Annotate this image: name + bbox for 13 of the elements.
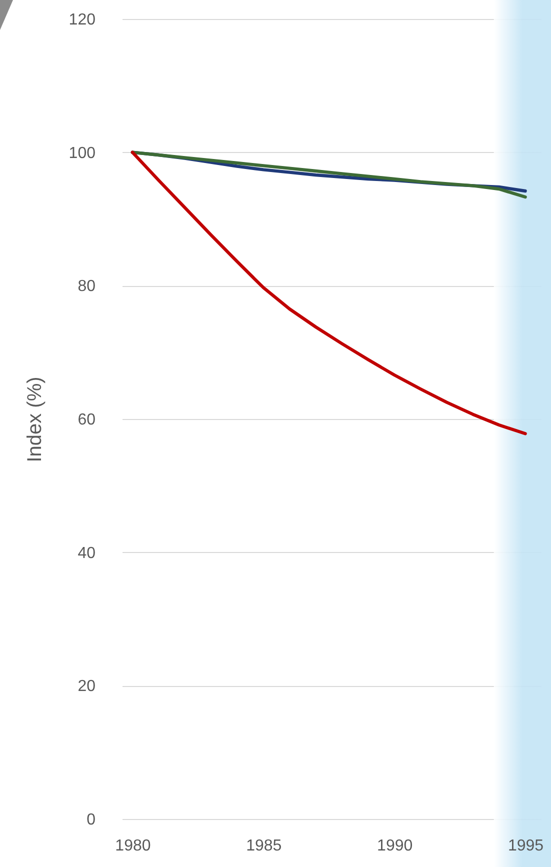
y-tick-label: 60 [78,412,96,428]
y-tick-label: 40 [78,544,96,562]
x-tick-label: 1990 [377,838,413,854]
y-tick-label: 100 [68,144,96,162]
y-tick-label: 20 [78,678,96,696]
y-tick-label: 80 [78,278,96,296]
x-tick-label: 1985 [246,838,282,854]
y-tick-label: 120 [68,12,96,28]
x-tick-label: 1980 [115,838,151,854]
y-axis-title: Index (%) [24,376,46,462]
x-tick-label: 1995 [508,838,544,854]
y-tick-label: 0 [86,812,96,828]
line-series [130,150,527,436]
